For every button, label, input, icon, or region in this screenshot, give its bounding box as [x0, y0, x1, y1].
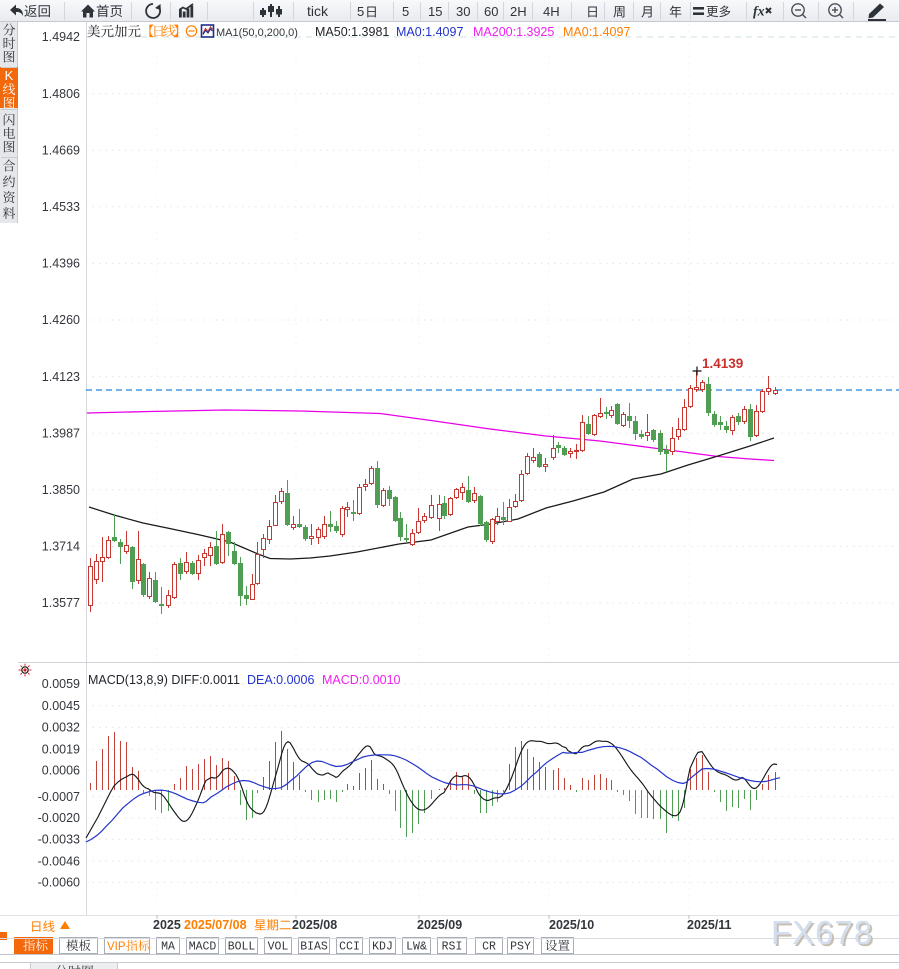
svg-text:BOLL: BOLL	[228, 941, 256, 954]
svg-text:MACD(13,8,9) DIFF:0.0011: MACD(13,8,9) DIFF:0.0011	[88, 673, 240, 687]
svg-text:15: 15	[428, 4, 442, 19]
svg-text:CR: CR	[482, 941, 496, 954]
svg-text:tick: tick	[307, 3, 329, 19]
svg-text:1.4669: 1.4669	[42, 143, 80, 157]
svg-text:fx: fx	[753, 5, 765, 20]
svg-text:MA200:1.3925: MA200:1.3925	[473, 25, 554, 39]
svg-text:-0.0046: -0.0046	[38, 854, 80, 868]
svg-text:RSI: RSI	[442, 941, 463, 954]
svg-text:VIP: VIP	[107, 941, 126, 953]
svg-text:2025/09: 2025/09	[417, 918, 462, 932]
svg-text:2025/11: 2025/11	[687, 918, 732, 932]
svg-text:BIAS: BIAS	[300, 941, 328, 954]
svg-text:30: 30	[456, 4, 470, 19]
svg-text:K: K	[5, 68, 14, 83]
svg-text:5: 5	[402, 4, 409, 19]
svg-text:1.4396: 1.4396	[42, 257, 80, 271]
svg-text:DEA:0.0006: DEA:0.0006	[247, 673, 314, 687]
svg-text:2H: 2H	[510, 4, 527, 19]
svg-text:4H: 4H	[543, 4, 560, 19]
svg-text:0.0019: 0.0019	[42, 743, 80, 757]
svg-text:2025/08: 2025/08	[292, 918, 337, 932]
svg-text:0.0045: 0.0045	[42, 699, 80, 713]
svg-text:MACD: MACD	[189, 941, 217, 954]
svg-text:1.4942: 1.4942	[42, 30, 80, 44]
svg-text:MACD:0.0010: MACD:0.0010	[322, 673, 401, 687]
svg-text:PSY: PSY	[510, 941, 531, 954]
svg-text:CCI: CCI	[339, 941, 360, 954]
svg-text:1.3577: 1.3577	[42, 596, 80, 610]
svg-text:1.4806: 1.4806	[42, 87, 80, 101]
svg-text:KDJ: KDJ	[372, 941, 393, 954]
svg-text:MA0:1.4097: MA0:1.4097	[396, 25, 463, 39]
svg-text:MA0:1.4097: MA0:1.4097	[563, 25, 630, 39]
svg-text:-0.0007: -0.0007	[38, 790, 80, 804]
svg-text:2025/10: 2025/10	[549, 918, 594, 932]
svg-text:MA1(50,0,200,0): MA1(50,0,200,0)	[216, 27, 298, 39]
svg-text:2025: 2025	[153, 918, 181, 932]
svg-text:MA50:1.3981: MA50:1.3981	[315, 25, 389, 39]
svg-text:LW&: LW&	[406, 941, 427, 954]
svg-text:1.4123: 1.4123	[42, 370, 80, 384]
svg-text:FX678: FX678	[771, 914, 873, 951]
svg-text:-0.0020: -0.0020	[38, 811, 80, 825]
svg-text:0.0006: 0.0006	[42, 764, 80, 778]
svg-text:FX678: FX678	[773, 916, 875, 953]
svg-text:0.0032: 0.0032	[42, 721, 80, 735]
svg-text:MA: MA	[161, 941, 175, 954]
svg-text:1.4533: 1.4533	[42, 200, 80, 214]
svg-text:-0.0060: -0.0060	[38, 876, 80, 890]
svg-text:2025/07/08: 2025/07/08	[184, 918, 247, 932]
svg-text:1.4139: 1.4139	[702, 356, 743, 371]
svg-text:1.3987: 1.3987	[42, 426, 80, 440]
svg-text:0.0059: 0.0059	[42, 677, 80, 691]
svg-text:VOL: VOL	[268, 941, 289, 954]
svg-text:-0.0033: -0.0033	[38, 833, 80, 847]
svg-text:1.4260: 1.4260	[42, 313, 80, 327]
svg-text:5: 5	[357, 4, 364, 19]
svg-text:60: 60	[484, 4, 498, 19]
svg-text:1.3850: 1.3850	[42, 483, 80, 497]
svg-text:1.3714: 1.3714	[42, 540, 80, 554]
